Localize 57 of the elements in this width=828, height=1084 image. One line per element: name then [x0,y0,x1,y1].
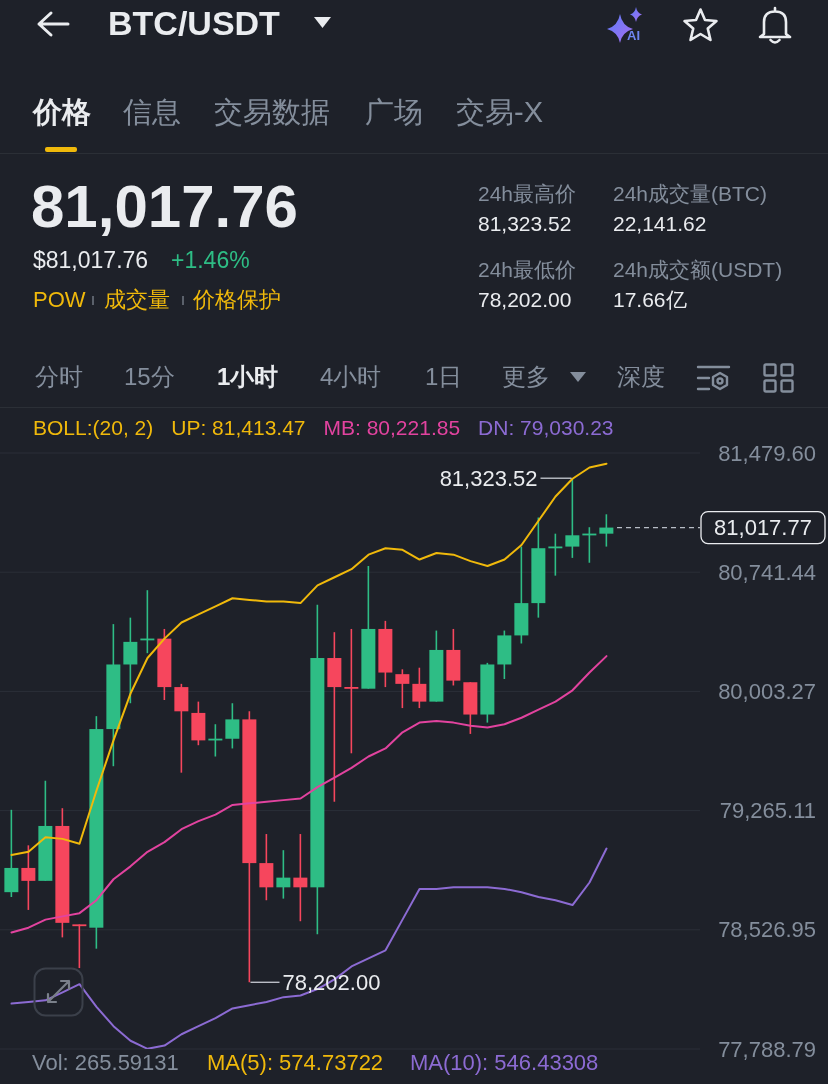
candlestick [565,477,580,559]
text: +1.46% [171,246,250,274]
y-tick-label: 81,479.60 [718,440,816,466]
text: 交易数据 [214,96,330,130]
text: 更多 [502,363,550,391]
text: 24h最高价 [478,181,577,207]
candlestick [225,702,240,750]
y-tick-label: 78,526.95 [718,917,816,943]
text: UP: 81,413.47 [171,415,306,441]
candlestick [412,666,427,709]
ref-line-label: 81,017.77 [714,515,812,541]
candlestick [276,849,291,900]
y-tick-label: 79,265.11 [719,798,816,824]
text: 价格保护 [193,287,281,313]
text: 81,323.52 [478,211,572,237]
text: 24h最低价 [478,257,577,283]
text: 17.66亿 [613,287,687,313]
text: 22,141.62 [613,211,707,237]
line-series [10,655,608,934]
candlestick [72,923,87,969]
annotation: 81,323.52 [439,465,538,491]
candlestick [395,668,410,709]
text: POW [33,287,86,313]
text: 1日 [425,363,463,391]
text: 24h成交量(BTC) [613,181,768,207]
y-tick-label: 80,003.27 [718,678,816,704]
text: MB: 80,221.85 [323,415,461,441]
text: 广场 [365,96,423,130]
y-tick-label: 77,788.79 [718,1036,816,1062]
text: 24h成交额(USDT) [613,257,783,283]
line-series [10,462,608,857]
candlestick [344,628,359,755]
text: DN: 79,030.23 [478,415,614,441]
text: $81,017.76 [33,246,149,274]
text: 81,017.76 [31,171,298,241]
line-series [10,847,608,1049]
text: 成交量 [104,287,170,313]
text: 交易-X [456,96,543,130]
legend-title: BOLL:(20, 2) [33,415,154,441]
text: 价格 [33,96,91,130]
text: 15分 [124,363,175,391]
text: 信息 [123,96,181,130]
text: AI [627,27,640,44]
text: 78,202.00 [478,287,572,313]
text: Vol: 265.59131 [32,1050,179,1076]
text: 1小时 [217,363,279,391]
text: 4小时 [320,363,382,391]
text: 深度 [617,363,665,391]
y-tick-label: 80,741.44 [718,559,816,585]
candlestick [599,513,614,548]
text: 分时 [35,363,83,391]
chart-title: BTC/USDT [108,4,280,44]
candlestick [123,616,138,705]
text: MA(5): 574.73722 [207,1050,384,1076]
candlestick [21,844,36,911]
text: MA(10): 546.43308 [410,1050,599,1076]
candlestick [293,833,308,923]
